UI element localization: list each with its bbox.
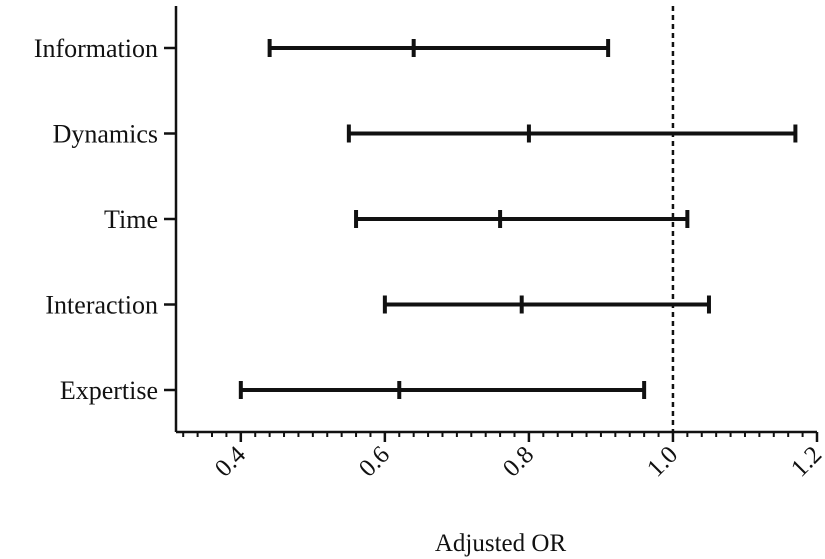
category-label: Dynamics	[53, 120, 158, 149]
x-tick-label: 1.2	[786, 441, 825, 482]
forest-row: Information	[34, 34, 611, 63]
axes	[174, 6, 819, 442]
forest-row: Time	[104, 205, 690, 234]
forest-row: Interaction	[45, 291, 711, 320]
x-tick-label: 1.0	[642, 441, 683, 482]
forest-row: Expertise	[60, 376, 647, 405]
x-tick-label: 0.6	[354, 441, 395, 482]
x-tick-label: 0.8	[498, 441, 539, 482]
category-label: Interaction	[45, 291, 158, 320]
forest-row: Dynamics	[53, 120, 798, 149]
x-tick-label: 0.4	[210, 441, 252, 483]
category-label: Information	[34, 34, 158, 63]
x-tick-labels: 0.4 0.6 0.8 1.0 1.2	[210, 441, 825, 483]
category-label: Expertise	[60, 376, 158, 405]
category-label: Time	[104, 205, 158, 234]
x-axis-title: Adjusted OR	[435, 530, 567, 557]
estimate-rows: Information Dynamics Time Interaction Expert…	[34, 34, 798, 405]
